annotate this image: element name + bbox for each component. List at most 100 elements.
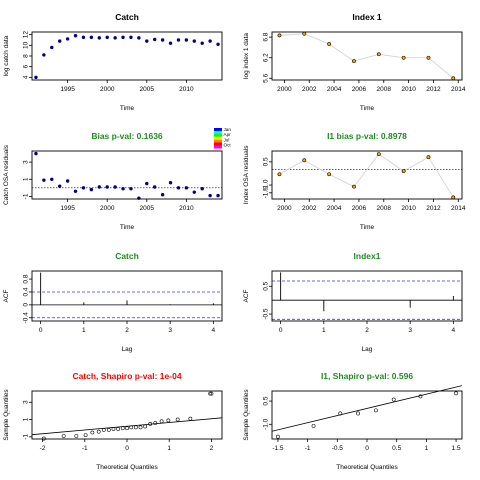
x-axis-label: Theoretical Quantiles [336, 464, 398, 471]
data-point [42, 178, 46, 182]
x-tick-label: 2 [365, 327, 369, 334]
x-tick-label: 0.5 [392, 445, 401, 452]
data-point [148, 421, 153, 426]
data-point [81, 186, 86, 190]
x-tick-label: -0.5 [332, 445, 344, 452]
x-tick-label: 2010 [401, 86, 416, 93]
x-axis-label: Lag [122, 346, 133, 353]
data-point [73, 189, 78, 193]
x-tick-label: 2 [125, 327, 129, 334]
data-point [216, 193, 220, 198]
panel-8: I1, Shapiro p-val: 0.596 Theoretical Quan… [243, 371, 463, 471]
y-axis-label: Catch OSA residuals [3, 144, 10, 205]
data-point [97, 36, 101, 40]
plot-frame [31, 31, 223, 81]
data-point [129, 425, 134, 430]
data-point [168, 41, 173, 45]
data-point [184, 38, 189, 42]
data-point [426, 155, 431, 160]
y-tick-label: 0.5 [263, 396, 270, 405]
y-tick-label: 0.4 [23, 287, 30, 296]
data-point [200, 41, 204, 45]
data-point [209, 391, 214, 396]
data-point [159, 419, 164, 424]
panel-6: Index1 Lag ACF 0 1 2 3 4 -0.5 0.5 [243, 251, 463, 353]
x-tick-label: 2000 [100, 86, 115, 93]
y-tick-label: 1 [23, 417, 30, 421]
y-tick-label: -1.0 [263, 179, 270, 191]
data-point [65, 37, 70, 41]
data-point [327, 42, 332, 46]
data-point [50, 45, 54, 50]
panel-3: Bias p-val: 0.1636 Time Catch OSA residual… [3, 127, 231, 231]
data-point [426, 55, 431, 60]
y-tick-label: -1.5 [263, 187, 270, 199]
plot-frame [271, 270, 463, 322]
data-point [138, 425, 143, 430]
x-tick-label: 1 [82, 327, 86, 334]
data-point [188, 416, 193, 421]
data-point [113, 36, 117, 40]
data-point [192, 190, 196, 194]
y-axis-label: ACF [3, 289, 10, 302]
data-point [391, 397, 396, 402]
data-point [83, 433, 88, 438]
x-tick-label: 2005 [140, 205, 155, 212]
panel-title: Bias p-val: 0.1636 [91, 131, 163, 141]
data-point [50, 177, 54, 181]
data-point [129, 35, 133, 40]
legend-swatch [214, 130, 222, 134]
data-point [356, 411, 360, 416]
panel-title: Catch [115, 251, 139, 261]
data-point [65, 179, 70, 183]
panel-2: Index 1 Time log index 1 data 2000 2002 2004 2… [243, 12, 466, 112]
y-tick-label: 4 [23, 75, 30, 79]
x-tick-label: 4 [212, 327, 216, 334]
x-tick-label: 2008 [377, 86, 392, 93]
data-point [96, 429, 101, 434]
legend-swatch [214, 142, 222, 146]
x-tick-label: 1 [425, 445, 429, 452]
data-point [454, 391, 458, 396]
data-point [376, 52, 381, 57]
data-point [153, 421, 158, 425]
plot-frame [31, 270, 223, 322]
data-point [401, 55, 406, 60]
y-axis-label: Index OSA residuals [243, 145, 250, 205]
y-tick-label: -1.0 [263, 418, 270, 430]
data-point [89, 187, 94, 192]
y-tick-label: 0.8 [23, 274, 30, 283]
x-tick-label: 2012 [426, 205, 441, 212]
data-point [216, 42, 220, 46]
x-axis-label: Time [120, 224, 135, 231]
data-point [302, 158, 307, 163]
panel-title: Index1 [354, 251, 381, 261]
panel-title: Catch [115, 12, 139, 22]
data-point [121, 187, 125, 191]
panel-title: I1 bias p-val: 0.8978 [327, 131, 407, 141]
data-point [168, 181, 173, 185]
data-point [111, 427, 116, 431]
data-point [42, 53, 46, 57]
data-point [143, 424, 148, 429]
x-tick-label: 1995 [60, 86, 75, 93]
x-tick-label: 2 [210, 445, 214, 452]
y-tick-label: 1 [23, 177, 30, 181]
data-point [327, 172, 332, 177]
x-axis-label: Time [360, 105, 375, 112]
series-line [279, 153, 454, 198]
x-tick-label: 2014 [451, 86, 466, 93]
data-point [97, 185, 101, 189]
data-point [401, 169, 406, 174]
data-point [176, 38, 181, 42]
data-point [89, 35, 94, 40]
x-tick-label: -1 [82, 445, 88, 452]
y-axis-label: ACF [243, 289, 250, 302]
x-tick-label: 2000 [277, 86, 292, 93]
legend-swatch [214, 136, 222, 140]
x-tick-label: 2010 [179, 205, 194, 212]
y-tick-label: 0 [23, 303, 30, 307]
x-tick-label: -2 [40, 445, 46, 452]
panel-5: Catch Lag ACF 0 1 2 3 4 -0.4 0 0.4 0.8 [3, 251, 223, 353]
x-tick-label: 2002 [302, 205, 317, 212]
